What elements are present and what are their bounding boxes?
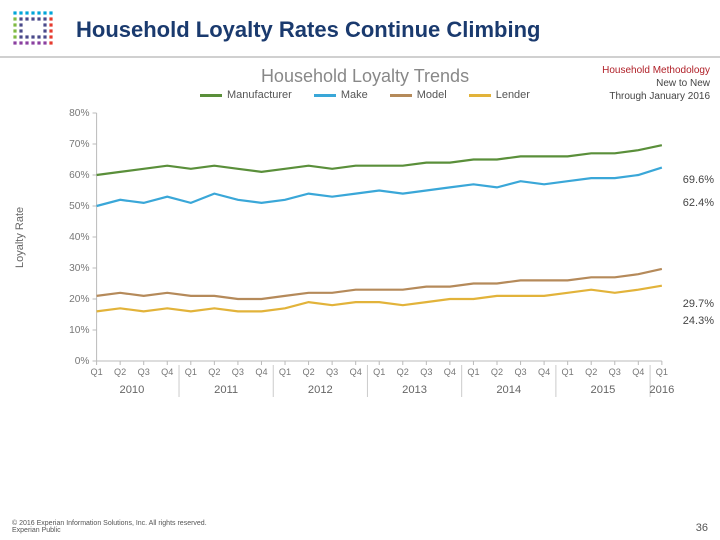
series-line (97, 168, 662, 206)
svg-text:2016: 2016 (649, 384, 674, 396)
legend-swatch (200, 94, 222, 97)
classification-text: Experian Public (12, 527, 207, 534)
svg-text:Q4: Q4 (350, 367, 362, 377)
chart-region: Household Methodology New to New Through… (0, 58, 720, 488)
svg-text:60%: 60% (69, 170, 89, 181)
svg-text:0%: 0% (75, 356, 90, 367)
chart-title: Household Loyalty Trends (60, 66, 670, 87)
brand-logo-icon (12, 10, 58, 50)
y-axis-label: Loyalty Rate (14, 207, 26, 268)
legend-swatch (469, 94, 491, 97)
svg-text:Q4: Q4 (255, 367, 267, 377)
svg-text:Q2: Q2 (491, 367, 503, 377)
svg-text:Q2: Q2 (397, 367, 409, 377)
legend-label: Make (341, 89, 368, 101)
legend-label: Lender (496, 89, 530, 101)
chart-plot: 0% 10% 20% 30% 40% 50% 60% 70% 80% Q1 Q2 Q3 Q4 Q1 Q2 Q3… (60, 107, 670, 407)
svg-text:Q1: Q1 (656, 367, 668, 377)
svg-text:Q4: Q4 (632, 367, 644, 377)
slide-header: Household Loyalty Rates Continue Climbin… (0, 0, 720, 58)
meta-scope: New to New (602, 77, 710, 90)
legend-label: Model (417, 89, 447, 101)
svg-text:Q3: Q3 (420, 367, 432, 377)
svg-text:Q1: Q1 (91, 367, 103, 377)
legend-label: Manufacturer (227, 89, 292, 101)
page-number: 36 (696, 522, 708, 534)
svg-text:Q3: Q3 (609, 367, 621, 377)
footer-left: © 2016 Experian Information Solutions, I… (12, 520, 207, 534)
chart-legend: Manufacturer Make Model Lender (60, 89, 670, 101)
series-end-label: 69.6% (683, 174, 714, 186)
legend-item: Make (314, 89, 368, 101)
svg-text:70%: 70% (69, 139, 89, 150)
series-line (97, 145, 662, 175)
svg-text:Q1: Q1 (279, 367, 291, 377)
svg-text:Q3: Q3 (138, 367, 150, 377)
legend-item: Lender (469, 89, 530, 101)
series-line (97, 269, 662, 299)
svg-text:Q1: Q1 (185, 367, 197, 377)
series-end-label: 62.4% (683, 197, 714, 209)
svg-text:Q3: Q3 (514, 367, 526, 377)
svg-text:2014: 2014 (496, 384, 521, 396)
svg-text:Q2: Q2 (208, 367, 220, 377)
svg-text:Q4: Q4 (161, 367, 173, 377)
svg-text:Q4: Q4 (538, 367, 550, 377)
series-end-label: 24.3% (683, 315, 714, 327)
slide-footer: © 2016 Experian Information Solutions, I… (12, 520, 708, 534)
svg-text:Q2: Q2 (585, 367, 597, 377)
meta-date: Through January 2016 (602, 90, 710, 103)
svg-text:40%: 40% (69, 232, 89, 243)
legend-swatch (314, 94, 336, 97)
svg-text:10%: 10% (69, 325, 89, 336)
series-end-label: 29.7% (683, 298, 714, 310)
svg-text:80%: 80% (69, 108, 89, 119)
svg-text:2012: 2012 (308, 384, 333, 396)
slide-title: Household Loyalty Rates Continue Climbin… (76, 17, 540, 43)
svg-text:2011: 2011 (214, 384, 238, 396)
svg-text:Q1: Q1 (467, 367, 479, 377)
legend-item: Manufacturer (200, 89, 292, 101)
legend-item: Model (390, 89, 447, 101)
meta-methodology: Household Methodology (602, 64, 710, 77)
svg-text:Q2: Q2 (114, 367, 126, 377)
svg-text:2013: 2013 (402, 384, 427, 396)
svg-text:Q3: Q3 (232, 367, 244, 377)
svg-text:Q1: Q1 (373, 367, 385, 377)
svg-text:Q4: Q4 (444, 367, 456, 377)
svg-text:2010: 2010 (119, 384, 144, 396)
svg-text:50%: 50% (69, 201, 89, 212)
legend-swatch (390, 94, 412, 97)
svg-text:Q2: Q2 (302, 367, 314, 377)
svg-text:Q1: Q1 (562, 367, 574, 377)
copyright-text: © 2016 Experian Information Solutions, I… (12, 520, 207, 527)
chart-meta: Household Methodology New to New Through… (602, 64, 710, 103)
svg-text:Q3: Q3 (326, 367, 338, 377)
svg-text:20%: 20% (69, 294, 89, 305)
svg-text:2015: 2015 (591, 384, 616, 396)
svg-text:30%: 30% (69, 263, 89, 274)
